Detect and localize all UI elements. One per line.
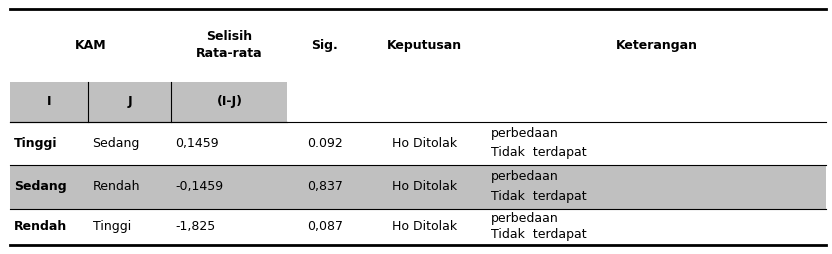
Text: Selisih
Rata-rata: Selisih Rata-rata — [196, 30, 263, 60]
Text: Tinggi: Tinggi — [92, 220, 131, 233]
Text: Keterangan: Keterangan — [616, 39, 697, 52]
Text: Ho Ditolak: Ho Ditolak — [392, 180, 457, 193]
Text: Rendah: Rendah — [14, 220, 67, 233]
Text: 0,1459: 0,1459 — [176, 137, 219, 150]
Text: Tidak  terdapat: Tidak terdapat — [491, 190, 587, 203]
Text: Sig.: Sig. — [311, 39, 338, 52]
Bar — [10, 82, 288, 122]
Text: Sedang: Sedang — [92, 137, 140, 150]
Bar — [10, 165, 826, 209]
Text: J: J — [127, 96, 132, 108]
Text: Tinggi: Tinggi — [14, 137, 57, 150]
Text: Tidak  terdapat: Tidak terdapat — [491, 228, 587, 241]
Text: perbedaan: perbedaan — [491, 212, 558, 225]
Text: -0,1459: -0,1459 — [176, 180, 224, 193]
Text: perbedaan: perbedaan — [491, 170, 558, 183]
Text: Rendah: Rendah — [92, 180, 140, 193]
Text: I: I — [47, 96, 52, 108]
Text: Sedang: Sedang — [14, 180, 67, 193]
Text: -1,825: -1,825 — [176, 220, 215, 233]
Text: 0,837: 0,837 — [307, 180, 343, 193]
Text: Ho Ditolak: Ho Ditolak — [392, 137, 457, 150]
Text: 0.092: 0.092 — [307, 137, 343, 150]
Text: 0,087: 0,087 — [307, 220, 343, 233]
Text: KAM: KAM — [75, 39, 106, 52]
Text: perbedaan: perbedaan — [491, 128, 558, 140]
Text: Tidak  terdapat: Tidak terdapat — [491, 146, 587, 159]
Text: Ho Ditolak: Ho Ditolak — [392, 220, 457, 233]
Text: Keputusan: Keputusan — [387, 39, 462, 52]
Text: (I-J): (I-J) — [216, 96, 242, 108]
